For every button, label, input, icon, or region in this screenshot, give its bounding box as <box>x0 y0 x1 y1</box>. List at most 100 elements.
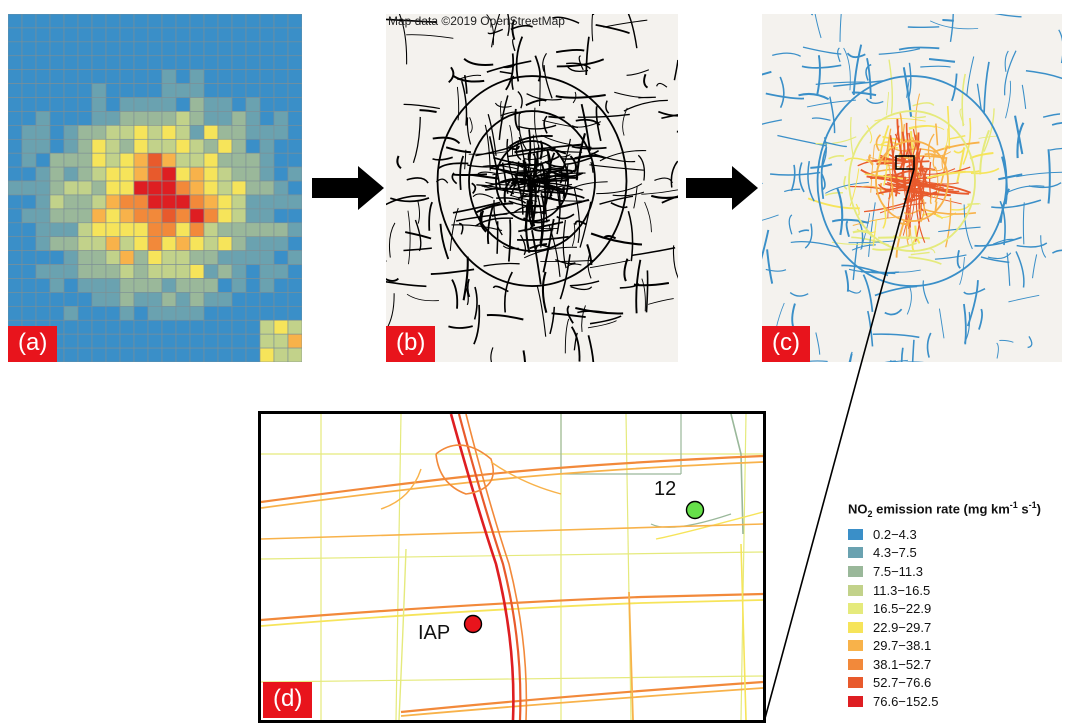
road-segment <box>448 325 473 329</box>
road-segment <box>825 181 869 194</box>
road-segment <box>486 14 495 46</box>
legend-item: 76.6−152.5 <box>848 692 1072 711</box>
road-segment <box>967 202 981 206</box>
road-segment <box>549 306 556 335</box>
road-segment <box>932 150 937 170</box>
road-segment <box>590 232 643 246</box>
road-segment <box>789 292 809 297</box>
road-segment <box>1021 84 1027 109</box>
road-segment <box>571 145 607 150</box>
road-segment <box>879 202 927 214</box>
road-segment <box>562 164 569 199</box>
road-segment <box>490 461 562 495</box>
road-segment <box>579 201 592 248</box>
road-segment <box>887 359 909 362</box>
road-segment <box>511 75 515 90</box>
road-segment <box>956 250 961 269</box>
road-segment <box>578 55 584 71</box>
road-segment <box>762 119 782 125</box>
road-segment <box>595 24 630 35</box>
road-segment <box>463 58 494 66</box>
road-segment <box>635 259 642 314</box>
road-segment <box>428 201 433 231</box>
road-segment <box>509 124 513 156</box>
road-segment <box>950 204 971 211</box>
road-segment <box>498 95 509 140</box>
legend-swatch <box>848 658 863 670</box>
road-segment <box>430 268 475 275</box>
legend-item: 22.9−29.7 <box>848 618 1072 637</box>
road-segment <box>432 136 461 145</box>
road-segment <box>849 168 860 207</box>
road-segment <box>861 185 886 192</box>
road-segment <box>414 219 422 252</box>
legend-item: 52.7−76.6 <box>848 674 1072 693</box>
road-segment <box>911 115 926 119</box>
road-segment <box>517 124 557 130</box>
road-segment <box>923 208 977 215</box>
road-segment <box>499 70 513 75</box>
road-segment <box>879 182 884 196</box>
road-segment <box>503 64 516 69</box>
road-segment <box>261 461 763 509</box>
road-segment <box>909 190 951 197</box>
site-12-marker[interactable] <box>684 499 706 521</box>
road-segment <box>575 133 586 181</box>
road-segment <box>531 230 542 285</box>
legend-swatch <box>848 677 863 689</box>
road-segment <box>892 125 900 176</box>
road-segment <box>587 335 595 362</box>
road-segment <box>1049 147 1062 151</box>
road-segment <box>439 223 450 260</box>
road-segment <box>511 38 516 52</box>
road-segment <box>492 170 525 176</box>
road-segment <box>641 278 646 312</box>
road-segment <box>510 24 533 31</box>
road-segment <box>490 14 501 48</box>
road-segment <box>911 339 915 362</box>
road-segment <box>541 271 548 313</box>
road-segment <box>801 360 828 362</box>
road-segment <box>976 83 982 110</box>
road-segment <box>632 246 676 257</box>
detail-roads <box>261 414 763 720</box>
road-segment <box>852 216 903 226</box>
road-segment <box>898 221 910 226</box>
road-segment <box>766 249 774 284</box>
road-segment <box>928 57 956 63</box>
road-segment <box>907 62 912 100</box>
legend-label: 76.6−152.5 <box>873 694 939 710</box>
site-iap-marker[interactable] <box>462 613 484 635</box>
road-segment <box>962 117 972 165</box>
legend-item: 11.3−16.5 <box>848 581 1072 600</box>
road-segment <box>435 444 494 495</box>
road-segment <box>843 175 848 190</box>
road-segment <box>825 192 843 196</box>
road-segment <box>862 274 874 312</box>
road-segment <box>591 152 636 163</box>
road-segment <box>641 189 678 195</box>
road-segment <box>486 313 524 321</box>
road-segment <box>466 278 471 298</box>
road-segment <box>929 168 943 172</box>
road-segment <box>464 149 467 170</box>
road-segment <box>595 106 602 142</box>
road-segment <box>816 55 821 96</box>
road-segment <box>987 252 1012 260</box>
road-segment <box>412 116 421 164</box>
road-segment <box>573 188 581 244</box>
road-segment <box>762 214 779 221</box>
road-segment <box>833 80 884 88</box>
road-segment <box>484 124 491 171</box>
road-segment <box>1014 115 1024 155</box>
road-segment <box>526 93 562 101</box>
road-segment <box>458 222 464 235</box>
road-network-map: Map data ©2019 OpenStreetMap (b) <box>386 14 678 362</box>
road-segment <box>661 114 678 119</box>
road-segment <box>872 242 917 251</box>
road-segment <box>950 73 958 102</box>
road-segment <box>507 219 512 262</box>
road-segment <box>556 190 561 235</box>
road-segment <box>772 52 801 57</box>
